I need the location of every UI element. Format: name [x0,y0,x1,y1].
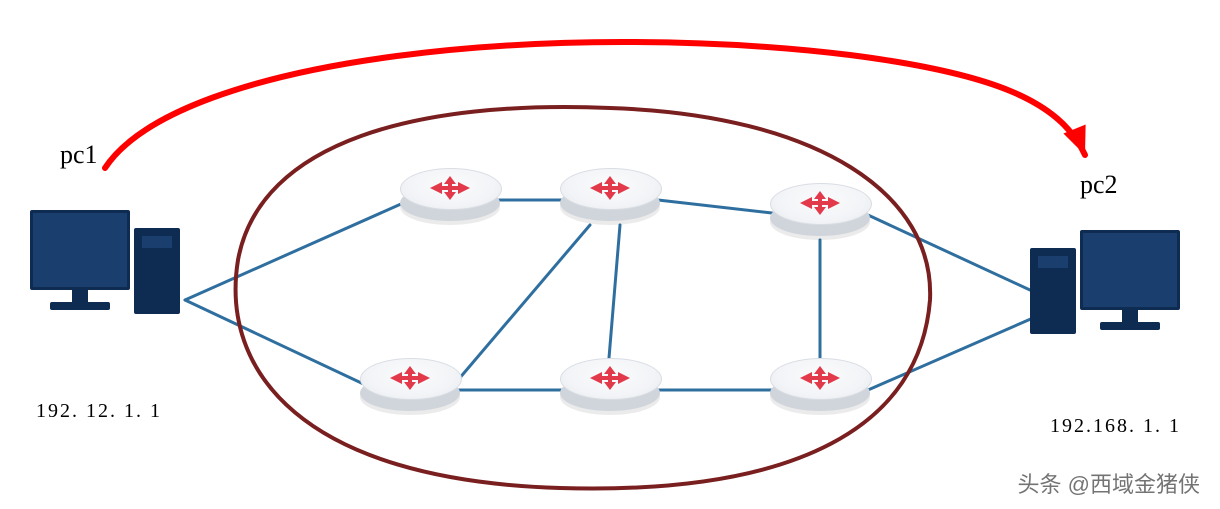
router-1 [400,160,500,240]
link-r6-pc2 [868,318,1033,390]
router-arrows-icon [560,358,660,398]
pc2-device [1020,210,1180,370]
router-arrows-icon [560,168,660,208]
link-r2-r3 [658,200,772,213]
pc1-label: pc1 [60,140,98,170]
pc1-base [50,302,110,310]
pc2-label: pc2 [1080,170,1118,200]
pc2-tower [1030,248,1076,334]
link-r2-r5 [608,225,620,370]
router-arrows-icon [360,358,460,398]
pc1-tower [134,228,180,314]
router-arrows-icon [770,183,870,223]
pc2-ip: 192.168. 1. 1 [1050,415,1181,438]
router-3 [770,175,870,255]
pc2-base [1100,322,1160,330]
router-arrows-icon [400,168,500,208]
pc2-monitor [1080,230,1180,310]
router-4 [360,350,460,430]
pc1-monitor [30,210,130,290]
flow-arrow-head-icon [1063,125,1085,155]
pc1-ip: 192. 12. 1. 1 [36,400,162,423]
flow-arrow-path [105,42,1085,168]
link-pc1-r4 [185,300,372,388]
link-pc1-r1 [185,200,410,300]
link-r3-pc2 [868,215,1030,290]
diagram-stage: pc1 pc2 192. 12. 1. 1 192.168. 1. 1 头条 @… [0,0,1220,509]
router-arrows-icon [770,358,870,398]
router-2 [560,160,660,240]
watermark-text: 头条 @西域金猪侠 [1018,467,1200,499]
router-6 [770,350,870,430]
router-5 [560,350,660,430]
pc1-device [30,190,190,350]
